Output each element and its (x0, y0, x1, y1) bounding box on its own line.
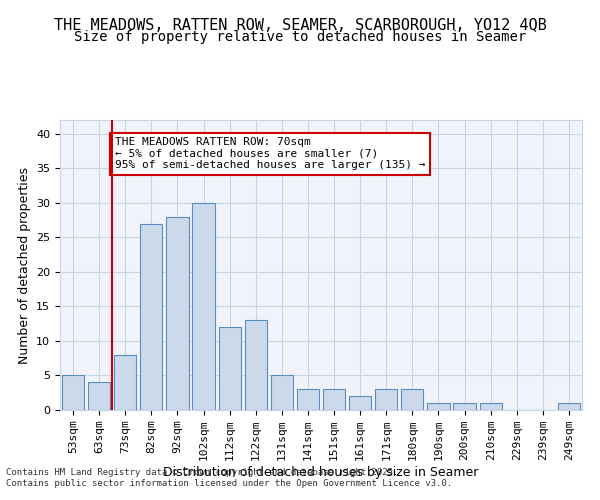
Bar (375, 390, 397, 410)
Bar (140, 224, 163, 410)
Bar (88, 382, 110, 410)
Bar (166, 216, 188, 410)
Bar (401, 390, 424, 410)
Bar (349, 396, 371, 410)
Text: Contains HM Land Registry data © Crown copyright and database right 2025.
Contai: Contains HM Land Registry data © Crown c… (6, 468, 452, 487)
Bar (323, 390, 345, 410)
Text: THE MEADOWS, RATTEN ROW, SEAMER, SCARBOROUGH, YO12 4QB: THE MEADOWS, RATTEN ROW, SEAMER, SCARBOR… (53, 18, 547, 32)
Text: Size of property relative to detached houses in Seamer: Size of property relative to detached ho… (74, 30, 526, 44)
Bar (427, 403, 449, 410)
X-axis label: Distribution of detached houses by size in Seamer: Distribution of detached houses by size … (163, 466, 479, 479)
Bar (62, 376, 84, 410)
Bar (193, 203, 215, 410)
Y-axis label: Number of detached properties: Number of detached properties (17, 166, 31, 364)
Bar (114, 355, 136, 410)
Bar (558, 403, 580, 410)
Bar (245, 320, 267, 410)
Text: THE MEADOWS RATTEN ROW: 70sqm
← 5% of detached houses are smaller (7)
95% of sem: THE MEADOWS RATTEN ROW: 70sqm ← 5% of de… (115, 138, 425, 170)
Bar (297, 390, 319, 410)
Bar (454, 403, 476, 410)
Bar (218, 327, 241, 410)
Bar (479, 403, 502, 410)
Bar (271, 376, 293, 410)
